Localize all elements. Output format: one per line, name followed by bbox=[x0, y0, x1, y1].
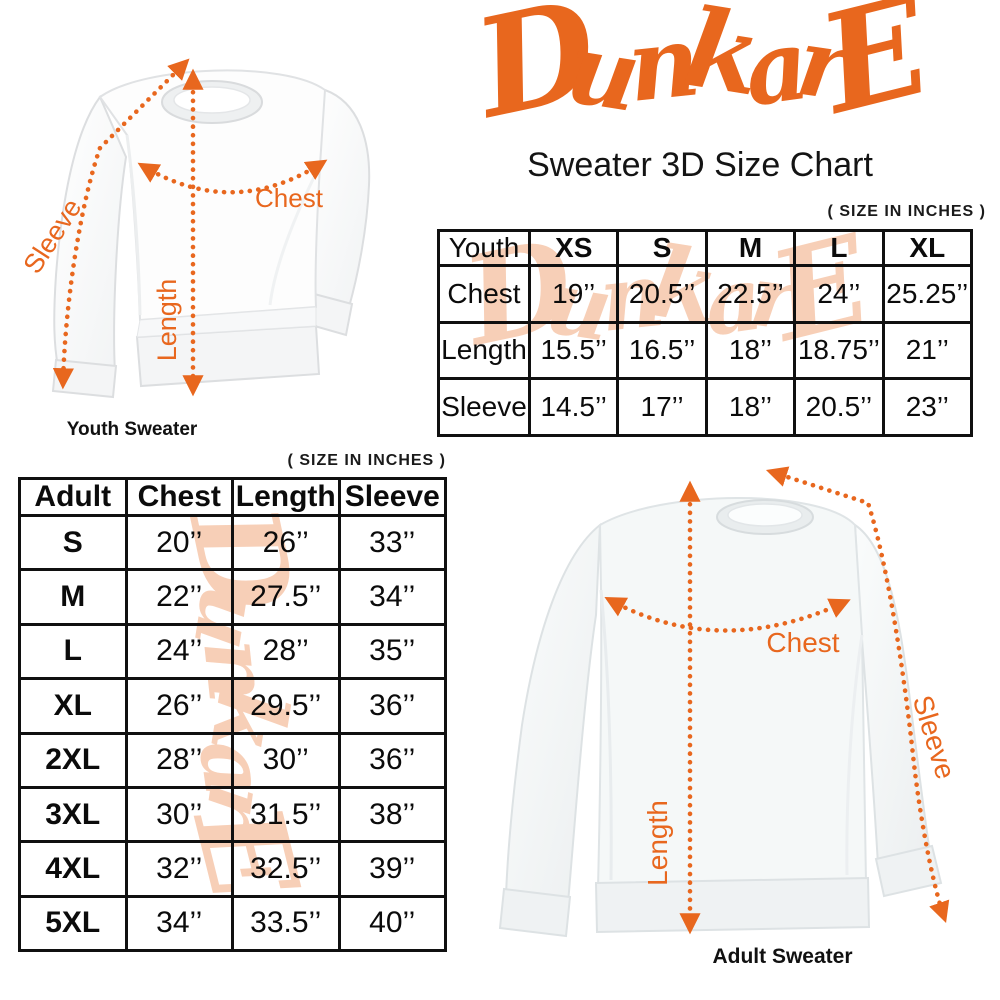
adult-sweater-diagram: Chest Length Sleeve bbox=[498, 466, 961, 938]
table-row: S 20’’ 26’’ 33’’ bbox=[18, 513, 447, 572]
column-header: M bbox=[704, 229, 797, 267]
size-value-cell: 36’’ bbox=[337, 677, 447, 735]
column-header: Length bbox=[231, 477, 341, 517]
size-value-cell: 27.5’’ bbox=[231, 568, 341, 626]
youth-sleeve-arrow bbox=[52, 58, 190, 390]
size-value-cell: 17’’ bbox=[616, 377, 708, 437]
size-value-cell: 20’’ bbox=[124, 513, 234, 572]
size-value-cell: 19’’ bbox=[527, 264, 620, 324]
row-header: 2XL bbox=[18, 731, 128, 789]
table-row: XL 26’’ 29.5’’ 36’’ bbox=[18, 677, 447, 735]
column-header: XS bbox=[527, 229, 620, 267]
youth-sweater-illustration bbox=[51, 69, 371, 399]
size-value-cell: 26’’ bbox=[231, 513, 341, 572]
size-value-cell: 29.5’’ bbox=[231, 677, 341, 735]
table-row: 3XL 30’’ 31.5’’ 38’’ bbox=[18, 785, 447, 844]
adult-measurement-arrows bbox=[604, 466, 950, 935]
adult-chest-label: Chest bbox=[766, 627, 839, 658]
adult-sweater-illustration bbox=[498, 497, 943, 938]
size-value-cell: 34’’ bbox=[337, 568, 447, 626]
adult-chest-arrow bbox=[604, 596, 851, 633]
size-units-note-bottom: ( SIZE IN INCHES ) bbox=[287, 452, 446, 469]
size-value-cell: 33.5’’ bbox=[231, 894, 341, 952]
size-value-cell: 24’’ bbox=[793, 264, 885, 324]
adult-size-table: Adult Chest Length Sleeve S 20’’ 26’’ 33’’ M 22’’… bbox=[18, 477, 447, 952]
size-value-cell: 16.5’’ bbox=[616, 320, 708, 381]
size-value-cell: 38’’ bbox=[337, 785, 447, 844]
size-value-cell: 28’’ bbox=[231, 622, 341, 681]
size-value-cell: 35’’ bbox=[337, 622, 447, 681]
adult-sleeve-arrow bbox=[765, 466, 950, 924]
size-value-cell: 18.75’’ bbox=[793, 320, 885, 381]
size-value-cell: 39’’ bbox=[337, 840, 447, 898]
size-value-cell: 32.5’’ bbox=[231, 840, 341, 898]
column-header: Sleeve bbox=[337, 477, 447, 517]
table-row: L 24’’ 28’’ 35’’ bbox=[18, 622, 447, 681]
column-header: S bbox=[616, 229, 708, 267]
youth-measurement-arrows bbox=[52, 58, 328, 397]
table-row: Length 15.5’’ 16.5’’ 18’’ 18.75’’ 21’’ bbox=[437, 320, 973, 381]
page-title: Sweater 3D Size Chart bbox=[527, 146, 873, 184]
youth-length-label: Length bbox=[152, 279, 182, 362]
row-header: Chest bbox=[437, 264, 531, 324]
size-value-cell: 23’’ bbox=[881, 377, 973, 437]
row-header: 5XL bbox=[18, 894, 128, 952]
size-value-cell: 25.25’’ bbox=[881, 264, 973, 324]
row-header: Length bbox=[437, 320, 531, 381]
youth-size-table: Youth XS S M L XL Chest 19’’ 20.5’’ 22.5’’ 24’’ 25.… bbox=[437, 229, 973, 437]
row-header: L bbox=[18, 622, 128, 681]
size-value-cell: 15.5’’ bbox=[527, 320, 620, 381]
table-row: Sleeve 14.5’’ 17’’ 18’’ 20.5’’ 23’’ bbox=[437, 377, 973, 437]
size-value-cell: 18’’ bbox=[704, 377, 797, 437]
size-value-cell: 20.5’’ bbox=[616, 264, 708, 324]
table-row: Chest 19’’ 20.5’’ 22.5’’ 24’’ 25.25’’ bbox=[437, 264, 973, 324]
row-header: S bbox=[18, 513, 128, 572]
size-value-cell: 20.5’’ bbox=[793, 377, 885, 437]
column-header: XL bbox=[881, 229, 973, 267]
adult-length-label: Length bbox=[642, 800, 673, 886]
table-row: M 22’’ 27.5’’ 34’’ bbox=[18, 568, 447, 626]
size-value-cell: 18’’ bbox=[704, 320, 797, 381]
size-value-cell: 31.5’’ bbox=[231, 785, 341, 844]
adult-diagram-caption: Adult Sweater bbox=[712, 945, 853, 968]
size-value-cell: 22’’ bbox=[124, 568, 234, 626]
column-header: Chest bbox=[124, 477, 234, 517]
youth-chest-label: Chest bbox=[255, 183, 324, 213]
size-value-cell: 40’’ bbox=[337, 894, 447, 952]
youth-diagram-caption: Youth Sweater bbox=[66, 419, 198, 440]
size-value-cell: 14.5’’ bbox=[527, 377, 620, 437]
size-units-note-top: ( SIZE IN INCHES ) bbox=[827, 203, 986, 220]
table-row: 4XL 32’’ 32.5’’ 39’’ bbox=[18, 840, 447, 898]
row-header: 3XL bbox=[18, 785, 128, 844]
row-header: Sleeve bbox=[437, 377, 531, 437]
row-header: XL bbox=[18, 677, 128, 735]
size-value-cell: 30’’ bbox=[124, 785, 234, 844]
row-header: 4XL bbox=[18, 840, 128, 898]
column-header: Adult bbox=[18, 477, 128, 517]
size-value-cell: 32’’ bbox=[124, 840, 234, 898]
size-value-cell: 36’’ bbox=[337, 731, 447, 789]
size-value-cell: 30’’ bbox=[231, 731, 341, 789]
size-value-cell: 34’’ bbox=[124, 894, 234, 952]
youth-sweater-diagram: Chest Length Sleeve bbox=[25, 58, 371, 399]
column-header: Youth bbox=[437, 229, 531, 267]
size-value-cell: 21’’ bbox=[881, 320, 973, 381]
size-value-cell: 33’’ bbox=[337, 513, 447, 572]
row-header: M bbox=[18, 568, 128, 626]
size-value-cell: 28’’ bbox=[124, 731, 234, 789]
size-value-cell: 26’’ bbox=[124, 677, 234, 735]
youth-chest-arrow bbox=[137, 159, 328, 195]
table-row: 5XL 34’’ 33.5’’ 40’’ bbox=[18, 894, 447, 952]
column-header: L bbox=[793, 229, 885, 267]
size-value-cell: 22.5’’ bbox=[704, 264, 797, 324]
table-row: 2XL 28’’ 30’’ 36’’ bbox=[18, 731, 447, 789]
size-value-cell: 24’’ bbox=[124, 622, 234, 681]
